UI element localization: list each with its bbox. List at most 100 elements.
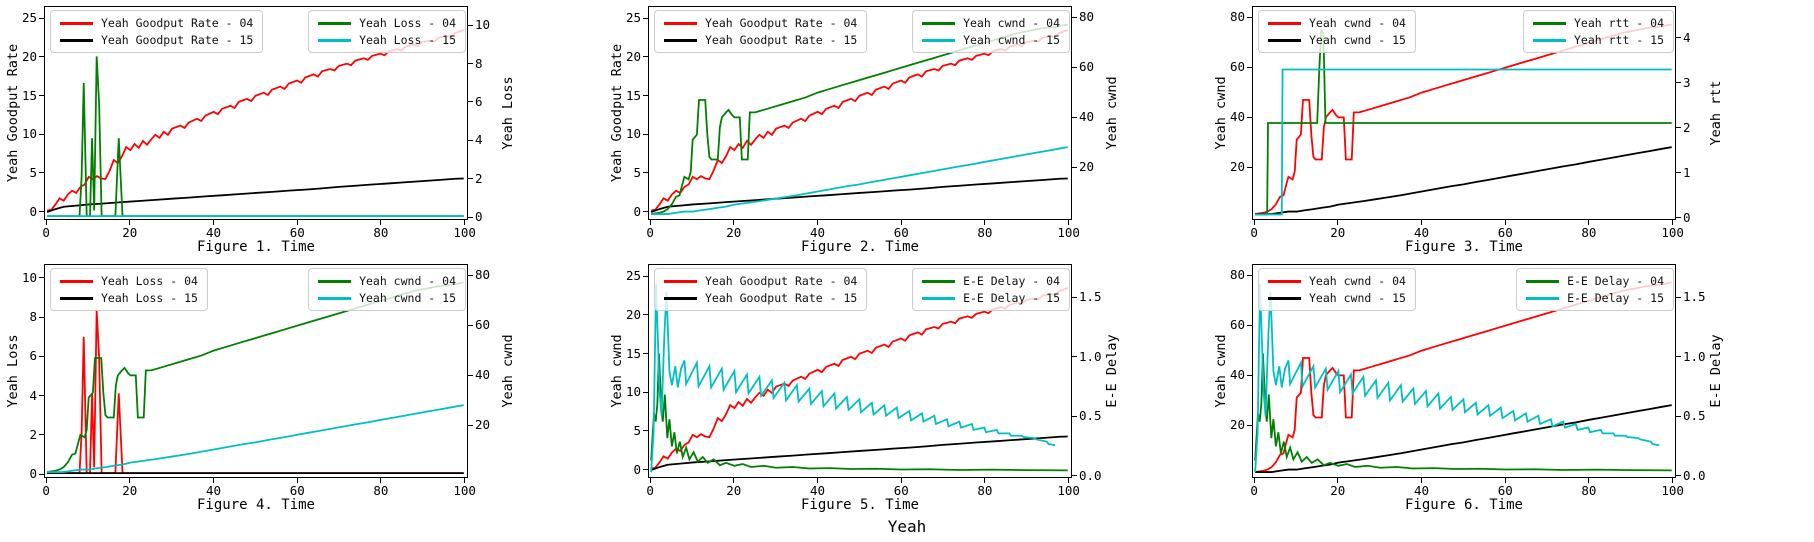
x-tick-mark bbox=[817, 478, 819, 483]
left-tick-mark bbox=[1247, 324, 1252, 326]
right-tick-mark bbox=[1676, 37, 1681, 39]
left-axis-label: Yeah cwnd bbox=[609, 334, 625, 408]
right-tick-label: 1.0 bbox=[1079, 348, 1102, 364]
series-line-C15 bbox=[651, 146, 1068, 215]
right-tick-mark bbox=[1072, 166, 1077, 168]
left-tick-mark bbox=[39, 56, 44, 58]
left-tick-label: 10 bbox=[625, 384, 641, 400]
x-axis-label: Figure 2. Time bbox=[800, 239, 919, 255]
x-tick-label: 20 bbox=[726, 483, 742, 498]
x-tick-mark bbox=[817, 220, 819, 225]
series-line-D15 bbox=[1254, 283, 1660, 473]
series-line-C15 bbox=[1255, 404, 1672, 473]
x-tick-mark bbox=[1253, 220, 1255, 225]
right-tick-label: 0 bbox=[1683, 209, 1691, 225]
left-tick-label: 60 bbox=[1229, 59, 1245, 75]
x-tick-mark bbox=[1504, 220, 1506, 225]
right-tick-mark bbox=[1676, 172, 1681, 174]
figure-1-plot-area bbox=[44, 6, 468, 220]
right-tick-label: 60 bbox=[475, 317, 491, 333]
right-tick-label: 60 bbox=[1079, 59, 1095, 75]
figure-5-panel: Yeah Goodput Rate - 04 Yeah Goodput Rate… bbox=[604, 258, 1208, 516]
figure-suptitle: Yeah bbox=[887, 517, 927, 536]
x-tick-mark bbox=[464, 478, 466, 483]
x-tick-mark bbox=[1337, 220, 1339, 225]
x-tick-label: 80 bbox=[1581, 225, 1597, 240]
left-tick-label: 20 bbox=[21, 48, 37, 64]
right-tick-mark bbox=[1676, 475, 1681, 477]
series-line-G04 bbox=[650, 287, 1069, 470]
x-tick-label: 100 bbox=[1057, 483, 1080, 498]
series-line-D04 bbox=[650, 353, 1068, 472]
left-tick-mark bbox=[643, 275, 648, 277]
series-line-C04 bbox=[650, 23, 1068, 215]
x-tick-mark bbox=[129, 478, 131, 483]
left-tick-label: 0 bbox=[633, 461, 641, 477]
left-tick-mark bbox=[39, 434, 44, 436]
x-tick-label: 80 bbox=[373, 225, 389, 240]
left-tick-mark bbox=[39, 133, 44, 135]
x-tick-mark bbox=[129, 220, 131, 225]
left-tick-label: 40 bbox=[1229, 367, 1245, 383]
left-tick-label: 20 bbox=[1229, 417, 1245, 433]
x-tick-label: 60 bbox=[289, 225, 305, 240]
figure-4-plot-area bbox=[44, 264, 468, 478]
right-tick-label: 0.5 bbox=[1079, 408, 1102, 424]
right-tick-mark bbox=[468, 274, 473, 276]
series-line-G15 bbox=[650, 435, 1068, 471]
left-tick-mark bbox=[39, 355, 44, 357]
left-tick-label: 25 bbox=[21, 10, 37, 26]
x-tick-mark bbox=[296, 478, 298, 483]
x-tick-label: 20 bbox=[122, 225, 138, 240]
left-tick-mark bbox=[1247, 274, 1252, 276]
left-tick-mark bbox=[39, 395, 44, 397]
x-tick-label: 100 bbox=[1057, 225, 1080, 240]
left-tick-label: 5 bbox=[633, 164, 641, 180]
figure-grid: Yeah Goodput Rate - 04 Yeah Goodput Rate… bbox=[5, 6, 1724, 516]
left-tick-mark bbox=[643, 56, 648, 58]
right-axis-label: Yeah cwnd bbox=[1104, 76, 1120, 150]
x-tick-label: 40 bbox=[809, 483, 826, 498]
left-tick-mark bbox=[39, 172, 44, 174]
x-tick-label: 80 bbox=[977, 483, 993, 498]
right-tick-label: 4 bbox=[475, 132, 483, 148]
right-tick-label: 1.5 bbox=[1079, 289, 1102, 305]
x-tick-mark bbox=[984, 220, 986, 225]
left-axis-label: Yeah cwnd bbox=[1213, 76, 1229, 150]
x-tick-label: 100 bbox=[1661, 225, 1684, 240]
left-tick-mark bbox=[643, 133, 648, 135]
right-tick-label: 80 bbox=[475, 267, 491, 283]
right-tick-mark bbox=[1072, 66, 1077, 68]
right-tick-mark bbox=[468, 216, 473, 218]
left-tick-label: 80 bbox=[1229, 9, 1245, 25]
right-tick-label: 10 bbox=[475, 17, 491, 33]
x-tick-label: 0 bbox=[42, 225, 50, 240]
right-tick-label: 4 bbox=[1683, 29, 1691, 45]
series-line-G15 bbox=[46, 177, 464, 213]
x-tick-label: 60 bbox=[893, 225, 909, 240]
left-tick-label: 25 bbox=[625, 268, 641, 284]
x-tick-mark bbox=[1672, 478, 1674, 483]
left-tick-mark bbox=[1247, 16, 1252, 18]
x-tick-label: 40 bbox=[1413, 225, 1430, 240]
right-tick-mark bbox=[1676, 296, 1681, 298]
x-tick-label: 0 bbox=[42, 483, 50, 498]
left-tick-label: 4 bbox=[29, 387, 37, 403]
x-tick-label: 100 bbox=[1661, 483, 1684, 498]
right-tick-mark bbox=[468, 24, 473, 26]
x-tick-label: 100 bbox=[453, 483, 476, 498]
left-tick-label: 10 bbox=[21, 126, 37, 142]
left-tick-label: 15 bbox=[625, 87, 641, 103]
right-tick-label: 20 bbox=[475, 417, 491, 433]
x-tick-mark bbox=[380, 478, 382, 483]
x-tick-label: 60 bbox=[1497, 483, 1513, 498]
left-tick-mark bbox=[1247, 116, 1252, 118]
x-axis-label: Figure 3. Time bbox=[1404, 239, 1523, 255]
left-tick-mark bbox=[1247, 374, 1252, 376]
x-tick-mark bbox=[1068, 478, 1070, 483]
right-tick-mark bbox=[468, 178, 473, 180]
x-tick-mark bbox=[1421, 220, 1423, 225]
x-tick-label: 80 bbox=[1581, 483, 1597, 498]
x-tick-label: 40 bbox=[205, 225, 222, 240]
x-tick-label: 20 bbox=[1330, 483, 1346, 498]
